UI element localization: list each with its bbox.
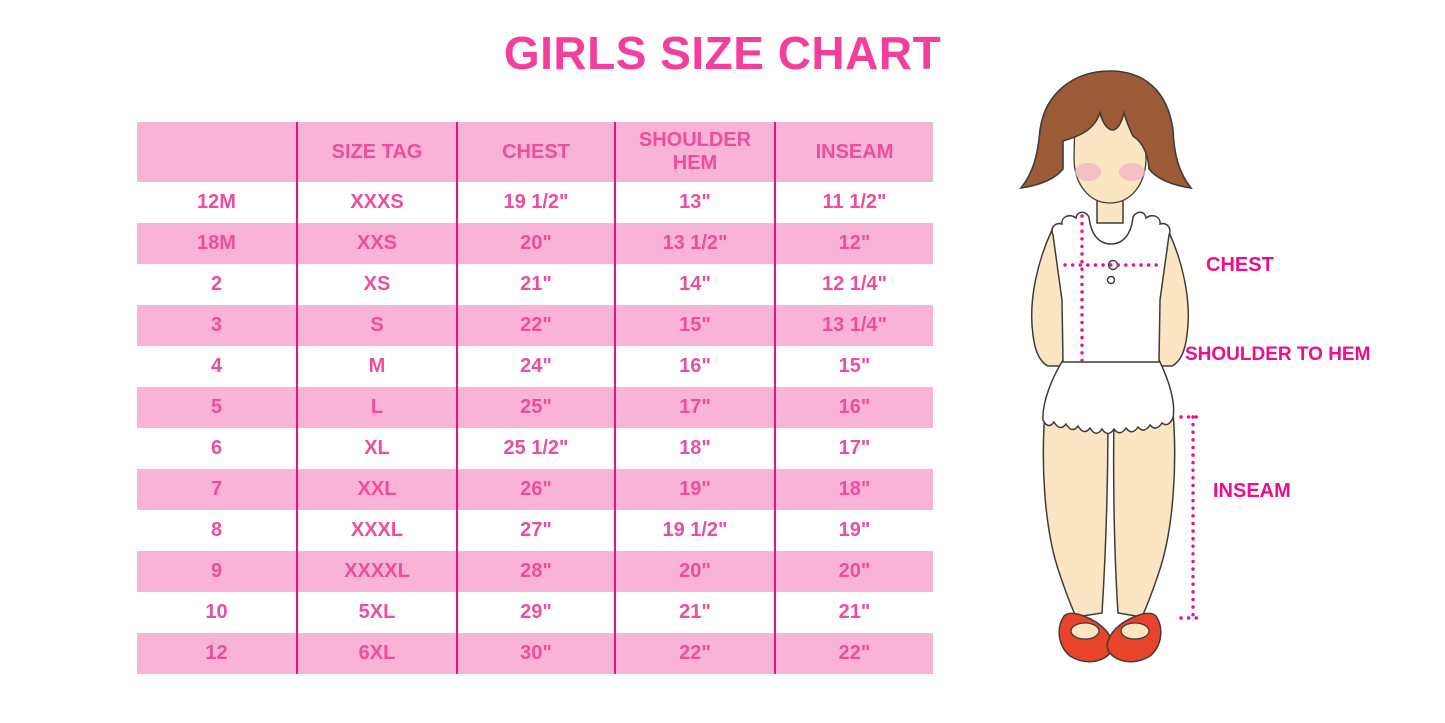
size-cell: 13"	[614, 182, 775, 223]
size-cell: 17"	[614, 387, 775, 428]
size-cell: 22"	[456, 305, 615, 346]
table-row: 18M XXS 20" 13 1/2" 12"	[137, 223, 933, 264]
size-cell: 9	[137, 551, 297, 592]
size-cell: L	[296, 387, 457, 428]
size-cell: 19"	[614, 469, 775, 510]
table-row: 9 XXXXL 28" 20" 20"	[137, 551, 933, 592]
size-cell: 12M	[137, 182, 297, 223]
size-cell: 20"	[614, 551, 775, 592]
size-table-body: 12M XXXS 19 1/2" 13" 11 1/2" 18M XXS 20" 13 1/2"…	[137, 182, 933, 674]
size-cell: 20"	[774, 551, 933, 592]
size-cell: 8	[137, 510, 297, 551]
table-header-row: SIZE TAG CHEST SHOULDER HEM INSEAM	[137, 122, 933, 182]
column-header-size-tag: SIZE TAG	[296, 122, 457, 182]
table-row: 6 XL 25 1/2" 18" 17"	[137, 428, 933, 469]
girl-skirt	[1042, 359, 1175, 435]
size-cell: XL	[296, 428, 457, 469]
size-cell: 16"	[774, 387, 933, 428]
size-cell: XXXL	[296, 510, 457, 551]
size-cell: 6XL	[296, 633, 457, 674]
column-header-chest: CHEST	[456, 122, 615, 182]
size-chart-table: SIZE TAG CHEST SHOULDER HEM INSEAM 12M XX…	[137, 122, 933, 674]
table-row: 12M XXXS 19 1/2" 13" 11 1/2"	[137, 182, 933, 223]
size-cell: 28"	[456, 551, 615, 592]
column-header-size	[137, 122, 297, 182]
size-cell: 10	[137, 592, 297, 633]
column-header-shoulder-hem: SHOULDER HEM	[614, 122, 775, 182]
girl-top	[1051, 211, 1171, 363]
size-cell: XXL	[296, 469, 457, 510]
size-cell: 7	[137, 469, 297, 510]
size-cell: 25 1/2"	[456, 428, 615, 469]
size-cell: 21"	[456, 264, 615, 305]
size-cell: 13 1/4"	[774, 305, 933, 346]
table-row: 3 S 22" 15" 13 1/4"	[137, 305, 933, 346]
size-cell: 30"	[456, 633, 615, 674]
size-cell: XXXXL	[296, 551, 457, 592]
girl-left-cheek	[1075, 163, 1101, 181]
size-cell: 25"	[456, 387, 615, 428]
size-cell: 6	[137, 428, 297, 469]
table-row: 12 6XL 30" 22" 22"	[137, 633, 933, 674]
size-cell: 24"	[456, 346, 615, 387]
shoulder-to-hem-label: SHOULDER TO HEM	[1185, 344, 1370, 365]
girl-illustration-svg: CHEST SHOULDER TO HEM INSEAM	[1019, 70, 1370, 663]
size-cell: 19 1/2"	[456, 182, 615, 223]
right-shoe-opening	[1120, 622, 1150, 640]
size-cell: XS	[296, 264, 457, 305]
size-cell: 29"	[456, 592, 615, 633]
size-cell: 15"	[614, 305, 775, 346]
girl-right-cheek	[1119, 163, 1145, 181]
size-cell: 5XL	[296, 592, 457, 633]
table-row: 2 XS 21" 14" 12 1/4"	[137, 264, 933, 305]
table-row: 4 M 24" 16" 15"	[137, 346, 933, 387]
size-cell: 12	[137, 633, 297, 674]
girl-left-leg	[1042, 399, 1109, 618]
table-row: 10 5XL 29" 21" 21"	[137, 592, 933, 633]
size-cell: 18"	[774, 469, 933, 510]
size-cell: 22"	[774, 633, 933, 674]
size-cell: S	[296, 305, 457, 346]
size-cell: 18"	[614, 428, 775, 469]
chest-label: CHEST	[1206, 254, 1274, 276]
size-cell: 2	[137, 264, 297, 305]
size-cell: 22"	[614, 633, 775, 674]
size-cell: 13 1/2"	[614, 223, 775, 264]
page-title: GIRLS SIZE CHART	[503, 27, 942, 79]
size-cell: 20"	[456, 223, 615, 264]
size-cell: 18M	[137, 223, 297, 264]
girl-hair	[1019, 70, 1193, 190]
table-row: 5 L 25" 17" 16"	[137, 387, 933, 428]
size-cell: 15"	[774, 346, 933, 387]
size-cell: 21"	[614, 592, 775, 633]
size-cell: 19 1/2"	[614, 510, 775, 551]
inseam-label: INSEAM	[1213, 480, 1291, 502]
size-cell: 12 1/4"	[774, 264, 933, 305]
size-cell: 21"	[774, 592, 933, 633]
size-cell: XXXS	[296, 182, 457, 223]
girl-illustration: CHEST SHOULDER TO HEM INSEAM	[1000, 60, 1445, 723]
table-row: 7 XXL 26" 19" 18"	[137, 469, 933, 510]
size-cell: 16"	[614, 346, 775, 387]
size-cell: XXS	[296, 223, 457, 264]
size-cell: 19"	[774, 510, 933, 551]
top-button-2	[1106, 275, 1116, 285]
table-row: 8 XXXL 27" 19 1/2" 19"	[137, 510, 933, 551]
size-cell: 4	[137, 346, 297, 387]
size-cell: 12"	[774, 223, 933, 264]
size-cell: 3	[137, 305, 297, 346]
size-cell: 27"	[456, 510, 615, 551]
size-cell: 11 1/2"	[774, 182, 933, 223]
left-shoe-opening	[1070, 622, 1100, 640]
column-header-inseam: INSEAM	[774, 122, 933, 182]
size-cell: 17"	[774, 428, 933, 469]
size-cell: 14"	[614, 264, 775, 305]
girl-right-leg	[1112, 399, 1176, 618]
size-cell: 5	[137, 387, 297, 428]
size-cell: M	[296, 346, 457, 387]
size-cell: 26"	[456, 469, 615, 510]
